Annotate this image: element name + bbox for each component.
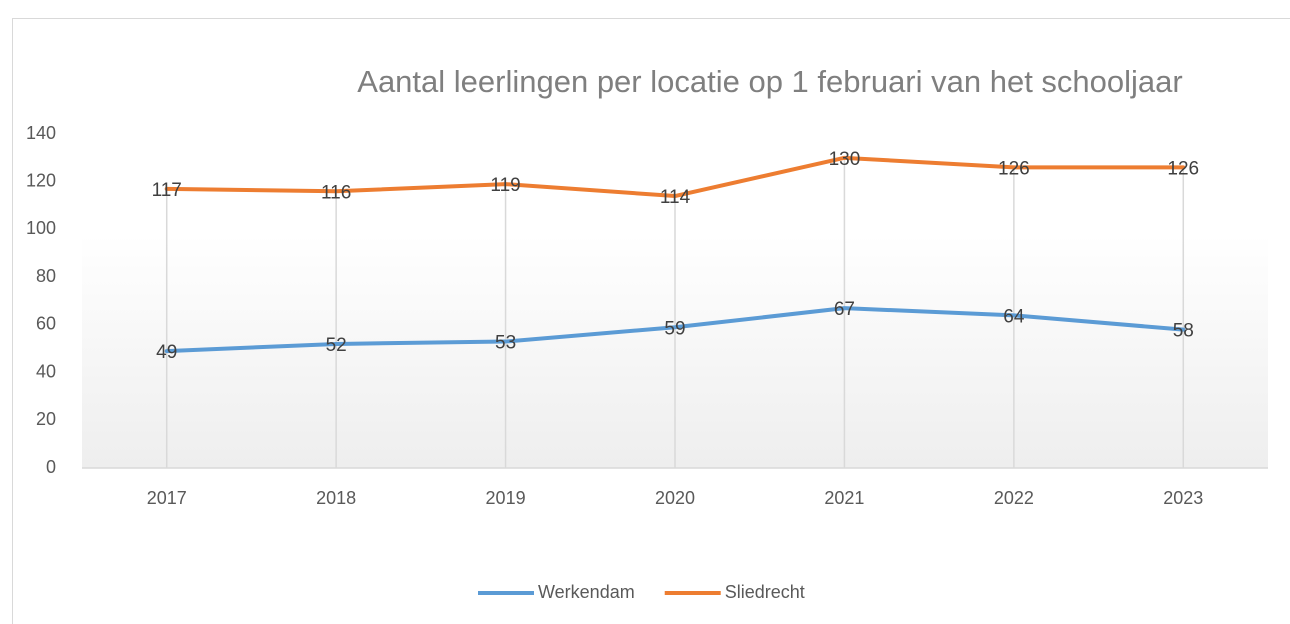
data-label: 114 [660,187,691,208]
data-label: 49 [156,342,177,363]
x-tick-label: 2017 [147,488,187,508]
y-tick-label: 20 [36,409,56,429]
y-tick-label: 80 [36,266,56,286]
x-tick-label: 2023 [1163,488,1203,508]
data-label: 126 [998,158,1030,179]
data-label: 52 [326,335,347,356]
y-tick-label: 140 [26,123,56,143]
series-line [164,306,1186,354]
legend-label: Werkendam [538,582,635,602]
legend-label: Sliedrecht [725,582,805,602]
x-tick-label: 2019 [486,488,526,508]
data-label: 53 [495,333,516,354]
x-tick-label: 2018 [316,488,356,508]
x-tick-label: 2021 [824,488,864,508]
data-label: 117 [152,180,182,201]
series-line [164,155,1186,199]
data-label: 58 [1173,321,1194,342]
legend-item: Werkendam [478,582,635,602]
data-label: 119 [490,175,520,196]
data-label: 116 [321,182,351,203]
x-tick-label: 2022 [994,488,1034,508]
data-label: 130 [829,149,861,170]
y-tick-label: 120 [26,170,56,190]
data-label: 59 [664,318,685,339]
data-label: 67 [834,299,855,320]
y-tick-label: 100 [26,218,56,238]
data-label: 126 [1167,158,1199,179]
legend-item: Sliedrecht [664,582,805,602]
y-tick-label: 40 [36,361,56,381]
data-label: 64 [1003,306,1025,327]
chart-title: Aantal leerlingen per locatie op 1 febru… [357,64,1182,99]
plot: 0 20 40 60 80 100 120 140 2017 2018 2019 2020 2021 20… [26,123,1268,602]
y-tick-label: 60 [36,314,56,334]
y-tick-label: 0 [46,457,56,477]
x-tick-label: 2020 [655,488,695,508]
